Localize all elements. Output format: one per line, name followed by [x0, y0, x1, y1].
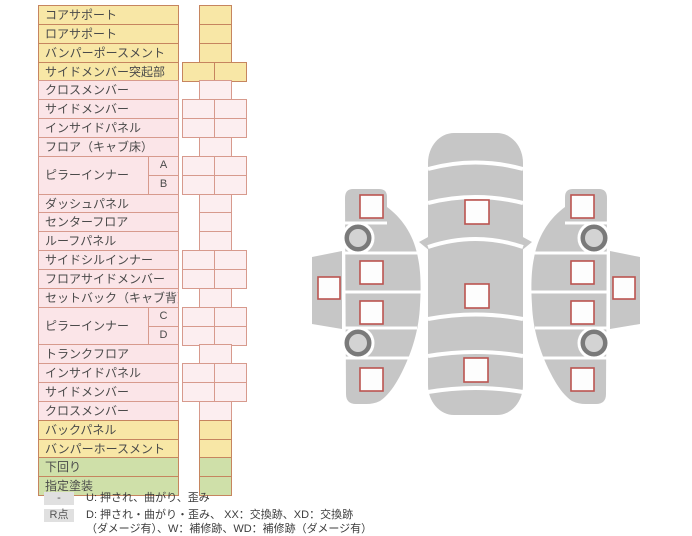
legend-key-rpoint: R点 — [44, 509, 74, 522]
wheel-icon — [577, 221, 611, 360]
part-label: クロスメンバー — [38, 80, 179, 100]
table-row: インサイドパネル — [38, 118, 268, 138]
legend-key-minus: - — [44, 492, 74, 505]
table-row: ルーフパネル — [38, 231, 268, 251]
part-label: サイドメンバー突起部 — [38, 62, 179, 82]
table-row: サイドシルインナー — [38, 250, 268, 270]
part-label: バックパネル — [38, 420, 179, 440]
legend-text-d2: （ダメージ有）、W：補修跡、WD：補修跡（ダメージ有） — [86, 523, 373, 535]
part-label: インサイドパネル — [38, 118, 179, 138]
table-row: サイドメンバー — [38, 382, 268, 402]
legend-text-u: U: 押され、曲がり、歪み — [86, 492, 210, 504]
wheel-icon — [341, 221, 375, 360]
damage-cell[interactable] — [199, 476, 232, 496]
left-view-front-marker[interactable] — [359, 194, 384, 219]
right-view-mid-upper-marker[interactable] — [570, 260, 595, 285]
part-label: ピラーインナー — [38, 156, 149, 195]
car-top-view — [419, 133, 532, 415]
right-view-door-marker[interactable] — [612, 276, 636, 300]
car-side-view-left — [312, 189, 421, 404]
top-view-rear-marker[interactable] — [463, 357, 489, 383]
table-row: サイドメンバー突起部 — [38, 62, 268, 82]
right-view-rear-marker[interactable] — [570, 367, 595, 392]
pillar-sub-label-a: A — [148, 156, 179, 176]
pillar-sub-label-c: C — [148, 307, 179, 327]
right-view-mid-lower-marker[interactable] — [570, 300, 595, 325]
car-side-view-right — [531, 189, 640, 404]
table-row: 指定塗装 — [38, 476, 268, 496]
top-view-center-marker[interactable] — [464, 283, 490, 309]
table-row: バックパネル — [38, 420, 268, 440]
table-row: バンパーホースメント — [38, 439, 268, 459]
part-label: インサイドパネル — [38, 363, 179, 383]
part-label: ピラーインナー — [38, 307, 149, 346]
legend-text-d: D: 押され・曲がり・歪み、 XX：交換跡、XD：交換跡 — [86, 509, 354, 521]
part-label: サイドシルインナー — [38, 250, 179, 270]
parts-table: コアサポート ロアサポート バンパーポースメント サイドメンバー突起部 クロスメンバーサ… — [38, 5, 268, 505]
left-view-mid-lower-marker[interactable] — [359, 300, 384, 325]
part-label: サイドメンバー — [38, 99, 179, 119]
part-label: フロアサイドメンバー — [38, 269, 179, 289]
table-row: フロア（キャブ床） — [38, 137, 268, 157]
mirror-icon — [419, 236, 430, 251]
left-view-door-marker[interactable] — [317, 276, 341, 300]
part-label: バンパーホースメント — [38, 439, 179, 459]
table-row: ピラーインナー C D — [38, 307, 268, 346]
part-label: センターフロア — [38, 212, 179, 232]
part-label: 指定塗装 — [38, 476, 179, 496]
table-row: センターフロア — [38, 212, 268, 232]
mirror-icon — [521, 236, 532, 251]
right-view-front-marker[interactable] — [570, 194, 595, 219]
table-row: 下回り — [38, 457, 268, 477]
part-label: フロア（キャブ床） — [38, 137, 179, 157]
table-row: ピラーインナー A B — [38, 156, 268, 195]
part-label: バンパーポースメント — [38, 43, 179, 63]
table-row: バンパーポースメント — [38, 43, 268, 63]
left-view-rear-marker[interactable] — [359, 367, 384, 392]
table-row: フロアサイドメンバー — [38, 269, 268, 289]
table-row: コアサポート — [38, 5, 268, 25]
table-row: サイドメンバー — [38, 99, 268, 119]
top-view-front-marker[interactable] — [464, 199, 490, 225]
part-label: クロスメンバー — [38, 401, 179, 421]
table-row: クロスメンバー — [38, 401, 268, 421]
left-view-mid-upper-marker[interactable] — [359, 260, 384, 285]
